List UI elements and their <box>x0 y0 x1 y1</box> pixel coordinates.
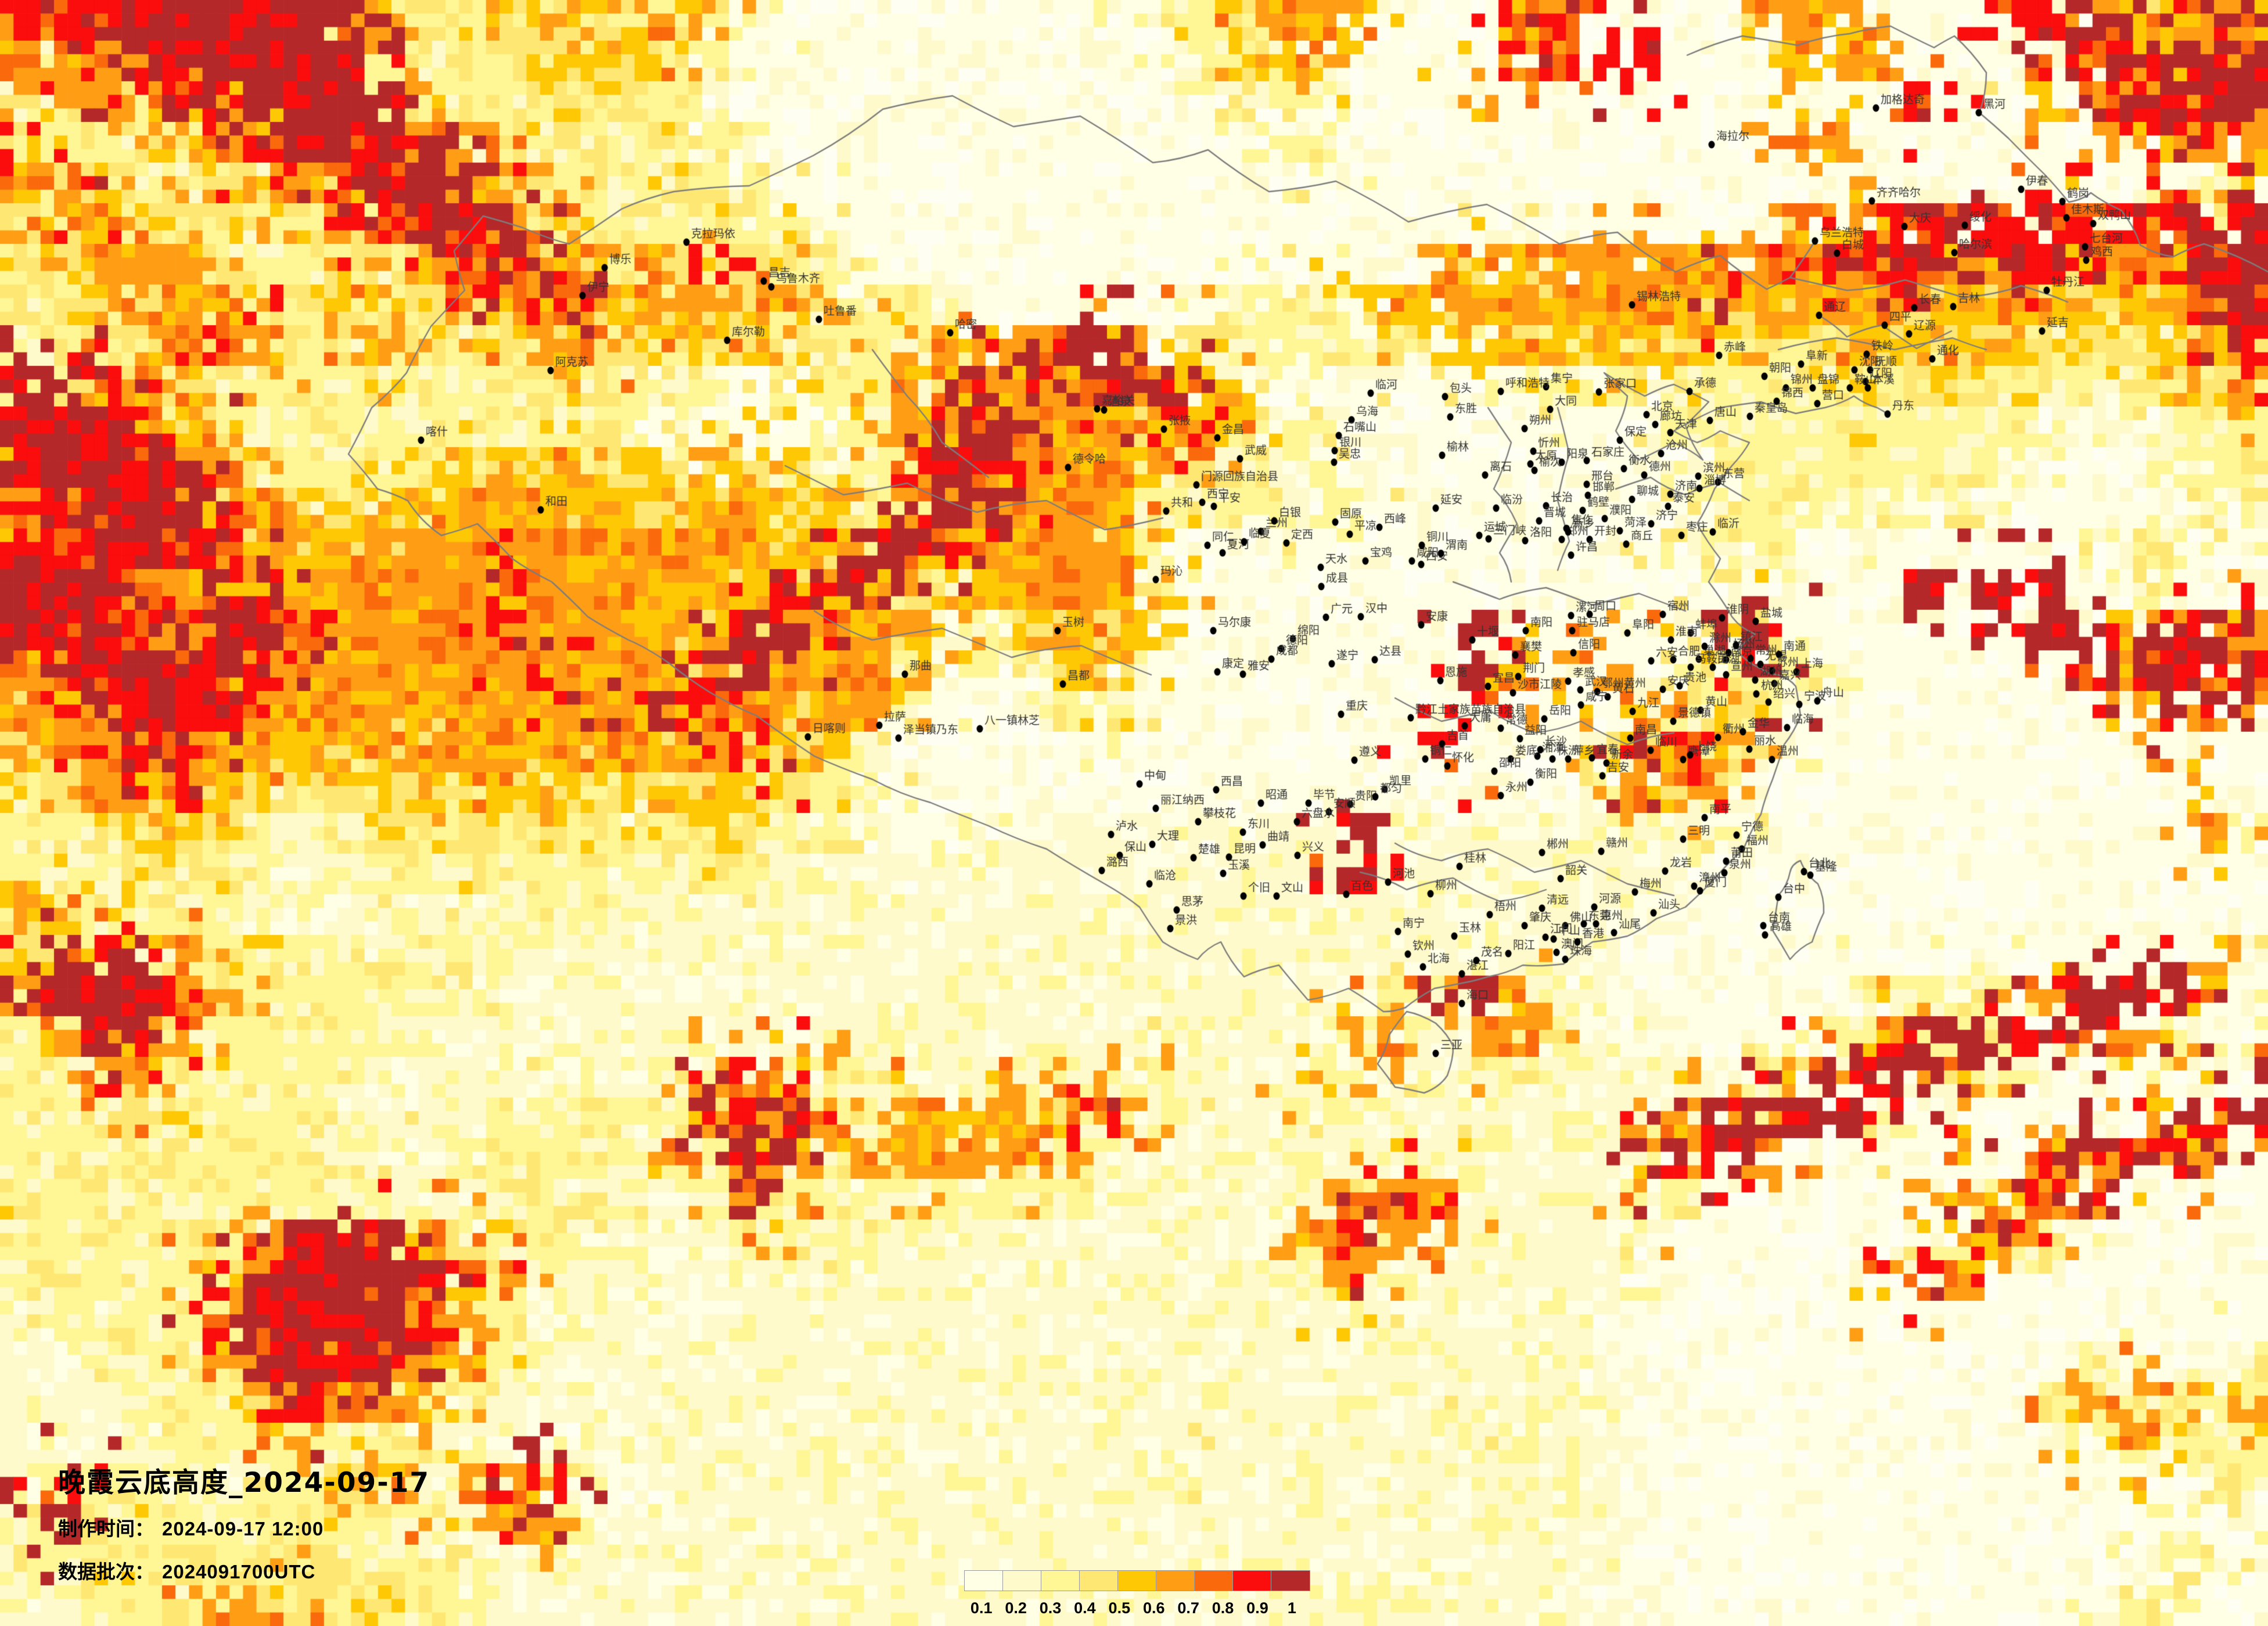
data-batch-label: 数据批次： <box>58 1560 154 1582</box>
produced-time-value: 2024-09-17 12:00 <box>162 1517 324 1539</box>
legend-tick-0.9: 0.9 <box>1246 1599 1268 1617</box>
legend-swatch-0.1 <box>965 1571 1003 1591</box>
legend-swatch-0.7 <box>1195 1571 1233 1591</box>
legend-tick-labels: 0.1 0.2 0.3 0.4 0.5 0.6 0.7 0.8 0.9 1 <box>964 1599 1309 1617</box>
legend-tick-0.8: 0.8 <box>1212 1599 1234 1617</box>
legend-swatch-0.3 <box>1041 1571 1080 1591</box>
legend-tick-0.6: 0.6 <box>1142 1599 1165 1617</box>
legend-tick-0.4: 0.4 <box>1074 1599 1096 1617</box>
legend-swatch-0.6 <box>1156 1571 1195 1591</box>
legend-tick-1: 1 <box>1287 1599 1296 1617</box>
legend-tick-0.7: 0.7 <box>1177 1599 1199 1617</box>
legend-swatch-0.4 <box>1080 1571 1118 1591</box>
produced-time-row: 制作时间： 2024-09-17 12:00 <box>58 1513 430 1541</box>
legend-tick-0.1: 0.1 <box>970 1599 993 1617</box>
legend-tick-0.5: 0.5 <box>1108 1599 1131 1617</box>
map-title: 晚霞云底高度_2024-09-17 <box>58 1467 430 1499</box>
legend-tick-0.3: 0.3 <box>1039 1599 1062 1617</box>
legend-swatch-bar <box>964 1570 1310 1591</box>
title-block: 晚霞云底高度_2024-09-17 制作时间： 2024-09-17 12:00… <box>58 1468 430 1584</box>
data-batch-value: 2024091700UTC <box>162 1560 316 1582</box>
legend-swatch-0.5 <box>1118 1571 1156 1591</box>
legend-tick-0.2: 0.2 <box>1005 1599 1027 1617</box>
legend-swatch-0.9 <box>1271 1571 1310 1591</box>
color-scale-legend: 0.1 0.2 0.3 0.4 0.5 0.6 0.7 0.8 0.9 1 <box>964 1570 1310 1617</box>
produced-time-label: 制作时间： <box>58 1517 154 1539</box>
legend-swatch-0.2 <box>1003 1571 1041 1591</box>
data-batch-row: 数据批次： 2024091700UTC <box>58 1556 430 1584</box>
legend-swatch-0.8 <box>1233 1571 1271 1591</box>
